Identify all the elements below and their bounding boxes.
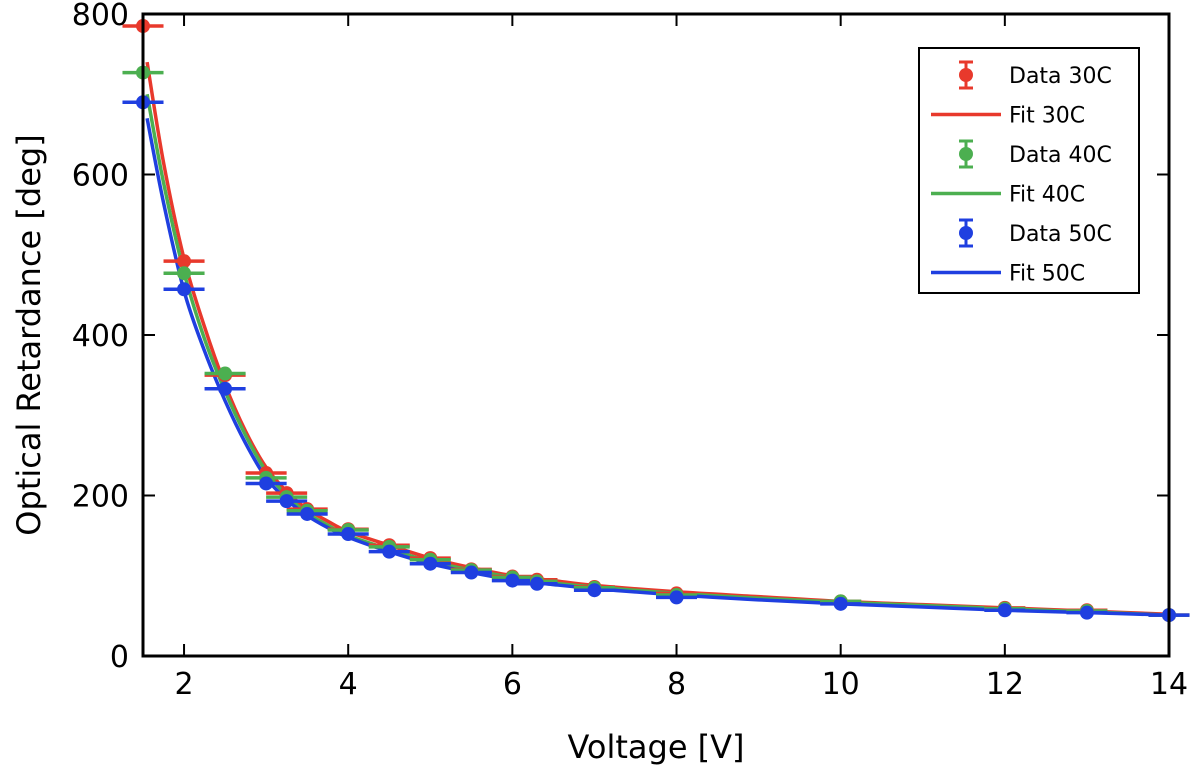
legend-label-fit-50c: Fit 50C [1009, 262, 1085, 287]
point-data-50c-4 [279, 494, 294, 509]
x-tick-label-2: 6 [503, 667, 522, 702]
point-data-50c-3 [259, 476, 274, 491]
point-data-50c-12 [587, 583, 602, 598]
point-data-50c-16 [1079, 605, 1094, 620]
point-data-40c-2 [218, 366, 233, 381]
point-data-50c-10 [505, 573, 520, 588]
point-data-50c-6 [341, 527, 356, 542]
x-tick-label-0: 2 [174, 667, 193, 702]
point-data-50c-7 [382, 544, 397, 559]
y-tick-label-1: 200 [72, 480, 129, 515]
y-axis-title: Optical Retardance [deg] [10, 134, 48, 535]
point-data-50c-14 [833, 596, 848, 611]
point-data-50c-5 [300, 506, 315, 521]
legend: Data 30C Fit 30C Data 40C Fit 40C Data 50C Fi… [918, 47, 1140, 294]
point-data-30c-1 [177, 254, 192, 269]
point-data-50c-13 [669, 590, 684, 605]
legend-marker-dot-data-40c [959, 147, 973, 161]
x-tick-label-6: 14 [1150, 667, 1188, 702]
point-data-50c-15 [997, 603, 1012, 618]
legend-label-data-40c: Data 40C [1009, 143, 1112, 168]
point-data-50c-1 [177, 282, 192, 297]
y-tick-label-3: 600 [72, 159, 129, 194]
legend-label-fit-40c: Fit 40C [1009, 183, 1085, 208]
legend-label-data-30c: Data 30C [1009, 64, 1112, 89]
legend-box [918, 47, 1140, 294]
point-data-50c-8 [423, 556, 438, 571]
legend-marker-dot-data-30c [959, 68, 973, 82]
y-tick-label-0: 0 [110, 640, 129, 675]
legend-label-data-50c: Data 50C [1009, 222, 1112, 247]
ticks-layer: 2 4 6 8 10 12 14 0 200 400 600 800 [72, 0, 1188, 702]
legend-marker-dot-data-50c [959, 226, 973, 240]
point-data-50c-2 [218, 381, 233, 396]
x-tick-label-3: 8 [667, 667, 686, 702]
x-tick-label-4: 10 [822, 667, 860, 702]
y-tick-label-4: 800 [72, 0, 129, 33]
y-tick-label-2: 400 [72, 319, 129, 354]
x-tick-label-1: 4 [339, 667, 358, 702]
points-layer [136, 19, 1176, 623]
x-axis-title: Voltage [V] [567, 728, 744, 766]
point-data-50c-9 [464, 565, 479, 580]
legend-label-fit-30c: Fit 30C [1009, 104, 1085, 129]
x-tick-label-5: 12 [986, 667, 1024, 702]
point-data-40c-1 [177, 266, 192, 281]
point-data-50c-11 [529, 576, 544, 591]
